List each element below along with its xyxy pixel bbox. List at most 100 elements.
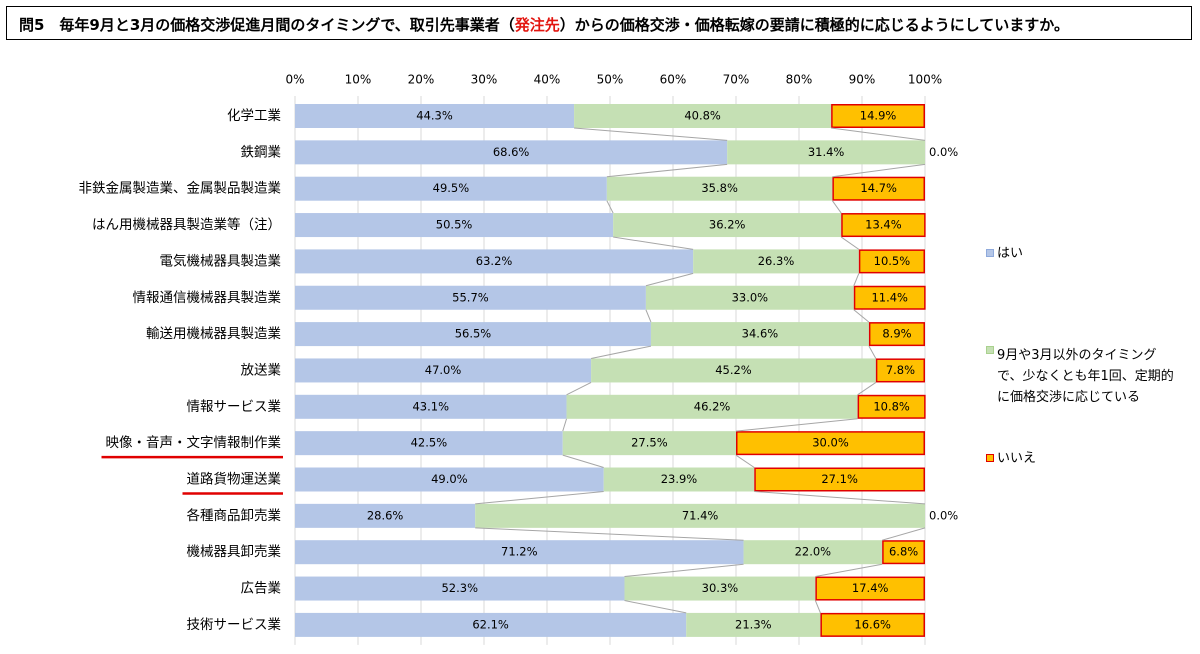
category-label: 広告業: [241, 581, 282, 597]
x-tick-label: 40%: [534, 73, 561, 87]
x-tick-label: 50%: [597, 73, 624, 87]
data-label-other: 33.0%: [732, 290, 769, 304]
data-label-yes: 71.2%: [501, 545, 538, 559]
bar-segment-yes: [295, 540, 744, 565]
category-label: はん用機械器具製造業等（注）: [92, 216, 281, 233]
bar-segment-other: [727, 140, 925, 165]
bar-segment-yes: [295, 104, 575, 128]
data-label-other: 23.9%: [661, 472, 698, 486]
series-line-yes: [562, 418, 568, 432]
data-label-other: 40.8%: [684, 109, 721, 123]
series-line-yes: [624, 563, 744, 578]
category-label: 鉄鋼業: [241, 144, 282, 160]
bar-segment-no: [868, 322, 925, 347]
data-label-yes: 28.6%: [367, 508, 404, 522]
question-title-box: 問5 毎年9月と3月の価格交渉促進月間のタイミングで、取引先事業者（発注先）から…: [6, 6, 1192, 40]
bar-segment-other: [686, 612, 821, 637]
legend-other-line-1: 9月や3月以外のタイミング: [997, 348, 1157, 363]
series-line-other: [853, 309, 870, 323]
bar-segment-no: [831, 104, 926, 128]
bar-segment-other: [624, 576, 816, 601]
data-label-no: 14.9%: [860, 109, 897, 123]
category-label: 情報通信機械器具製造業: [133, 290, 282, 306]
bar-segment-other: [603, 467, 755, 492]
bar-segment-other: [562, 431, 736, 456]
title-prefix: 問5 毎年9月と3月の価格交渉促進月間のタイミングで、取引先事業者（: [19, 16, 515, 34]
bar-segment-other: [613, 213, 842, 238]
legend-swatch-other: [986, 346, 994, 354]
bar-segment-other: [645, 285, 854, 310]
data-label-no: 0.0%: [929, 145, 958, 159]
series-line-yes: [574, 127, 728, 141]
bar-segment-other: [650, 322, 869, 347]
bar-segment-no: [853, 285, 926, 310]
x-tick-label: 20%: [408, 73, 435, 87]
x-tick-label: 80%: [786, 73, 813, 87]
series-line-yes: [562, 454, 604, 468]
data-label-other: 27.5%: [631, 436, 668, 450]
bar-segment-yes: [295, 576, 625, 601]
series-line-other: [831, 127, 926, 141]
data-label-no: 10.5%: [874, 254, 911, 268]
series-line-other: [853, 273, 860, 286]
category-label: 化学工業: [227, 108, 281, 124]
series-line-yes: [613, 236, 694, 250]
x-tick-label: 30%: [471, 73, 498, 87]
bar-segment-no: [815, 576, 926, 601]
bar-segment-yes: [295, 140, 728, 165]
series-line-yes: [645, 272, 694, 287]
bar-segment-no: [820, 612, 925, 637]
bar-segment-no: [736, 431, 925, 456]
bar-segment-yes: [295, 249, 694, 274]
legend-swatch-no: [986, 454, 994, 462]
bar-segment-yes: [295, 322, 651, 347]
series-line-yes: [606, 163, 728, 178]
data-label-no: 14.7%: [860, 181, 897, 195]
bar-segment-yes: [295, 285, 646, 310]
data-label-yes: 55.7%: [452, 290, 489, 304]
data-label-yes: 50.5%: [436, 218, 473, 232]
data-label-other: 34.6%: [742, 327, 779, 341]
bar-segment-other: [591, 358, 876, 383]
series-line-yes: [475, 527, 744, 541]
series-line-other: [735, 454, 755, 468]
legend-item-other: 9月や3月以外のタイミング で、少なくとも年1回、定期的 に価格交渉に応じている: [986, 345, 1174, 408]
data-label-yes: 44.3%: [416, 109, 453, 123]
series-line-other: [831, 200, 842, 214]
data-label-other: 71.4%: [682, 508, 719, 522]
data-label-no: 8.9%: [882, 327, 911, 341]
x-tick-label: 100%: [908, 73, 942, 87]
category-label: 電気機械器具製造業: [160, 253, 282, 269]
legend-label-other: 9月や3月以外のタイミング で、少なくとも年1回、定期的 に価格交渉に応じている: [997, 345, 1174, 408]
data-label-no: 30.0%: [812, 436, 849, 450]
data-label-other: 30.3%: [702, 581, 739, 595]
bar-segment-yes: [295, 612, 687, 637]
data-label-no: 10.8%: [873, 399, 910, 413]
legend-item-yes: はい: [986, 243, 1023, 264]
data-label-no: 17.4%: [852, 581, 889, 595]
series-line-other: [832, 163, 926, 178]
category-label: 非鉄金属製造業、金属製品製造業: [79, 181, 282, 197]
category-label: 各種商品卸売業: [187, 508, 282, 524]
data-label-yes: 43.1%: [412, 399, 449, 413]
data-label-yes: 52.3%: [441, 581, 478, 595]
bar-segment-yes: [295, 213, 614, 238]
question-title: 問5 毎年9月と3月の価格交渉促進月間のタイミングで、取引先事業者（発注先）から…: [19, 14, 1069, 35]
data-label-other: 35.8%: [701, 181, 738, 195]
x-tick-label: 90%: [849, 73, 876, 87]
bar-segment-yes: [295, 394, 567, 419]
data-label-no: 16.6%: [854, 617, 891, 631]
data-label-yes: 62.1%: [472, 617, 509, 631]
category-label: 映像・音声・文字情報制作業: [106, 434, 282, 451]
bar-segment-yes: [295, 176, 607, 201]
bar-segment-other: [475, 503, 925, 528]
data-label-no: 27.1%: [821, 472, 858, 486]
category-label: 情報サービス業: [187, 399, 282, 415]
bar-segment-no: [858, 249, 925, 274]
data-label-yes: 42.5%: [411, 436, 448, 450]
x-tick-label: 70%: [723, 73, 750, 87]
data-label-no: 6.8%: [889, 545, 918, 559]
data-label-other: 22.0%: [795, 545, 832, 559]
legend-other-line-3: に価格交渉に応じている: [997, 390, 1141, 405]
